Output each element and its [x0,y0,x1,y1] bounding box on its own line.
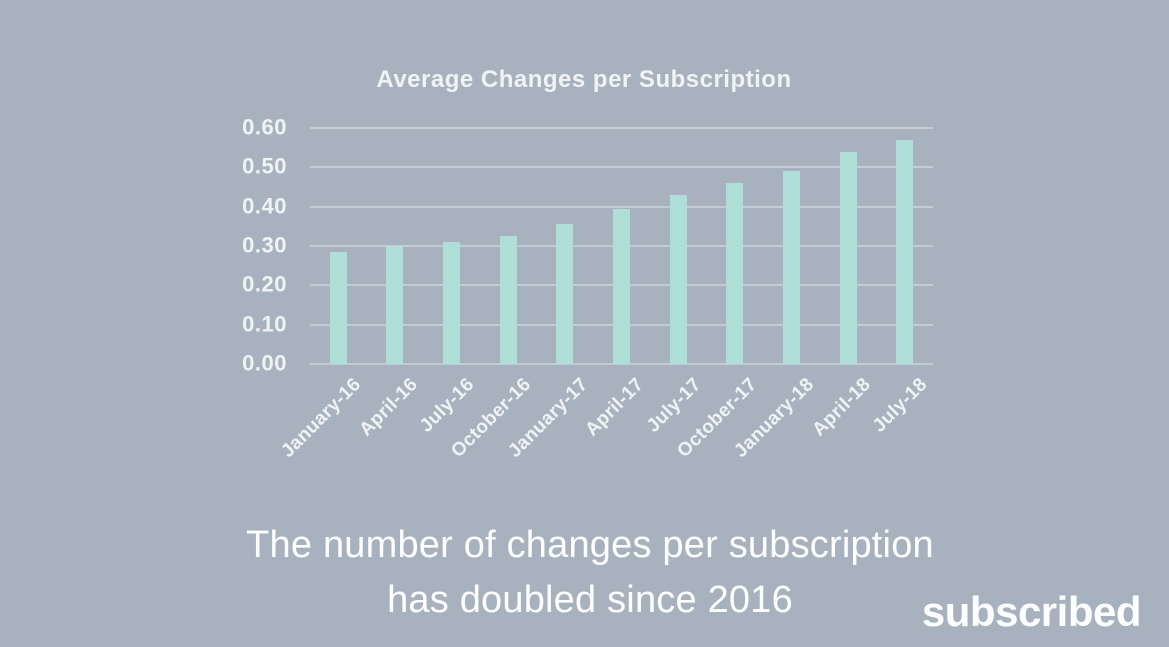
x-tick-label: April-17 [581,374,649,441]
gridline [310,166,933,169]
y-tick-label: 0.30 [242,232,287,258]
bar-slot [706,128,763,364]
bar-slot [763,128,820,364]
y-tick-label: 0.40 [242,193,287,219]
gridline [310,205,933,208]
x-tick-label: April-16 [355,374,422,441]
plot-area [310,127,933,365]
bar-slot [650,128,707,364]
y-tick-label: 0.50 [242,153,287,179]
caption-line-1: The number of changes per subscription [246,524,934,566]
bar-slot [310,128,367,364]
bar-slot [423,128,480,364]
bar-april-18 [839,151,857,364]
y-tick-label: 0.20 [242,271,287,297]
y-axis-labels: 0.60 0.50 0.40 0.30 0.20 0.10 0.00 [200,114,287,375]
bar-slot [593,128,650,364]
bar-slot [820,128,877,364]
bar-january-18 [782,171,800,364]
y-tick-label: 0.60 [242,114,287,140]
bar-july-18 [896,139,914,364]
bar-january-16 [329,251,347,364]
bar-october-16 [499,236,517,364]
y-tick-label: 0.00 [242,350,287,376]
y-tick-label: 0.10 [242,311,287,337]
bar-slot [876,128,933,364]
caption: The number of changes per subscription h… [0,518,1169,628]
bar-slot [367,128,424,364]
bar-july-16 [443,242,461,364]
gridline [310,127,933,129]
bar-april-17 [613,208,631,364]
bar-slot [480,128,537,364]
x-tick-label: January-16 [277,374,366,462]
x-tick-label: July-18 [868,374,932,437]
subscribed-logo: subscribed [921,588,1142,635]
caption-line-2: has doubled since 2016 [387,579,793,621]
bar-series [310,128,933,364]
gridline [310,363,933,365]
bar-slot [537,128,594,364]
bar-january-17 [556,224,574,364]
chart-title: Average Changes per Subscription [376,66,792,93]
bar-october-17 [726,183,744,364]
x-tick-label: April-18 [808,374,875,441]
bar-july-17 [669,194,687,364]
x-axis-labels: January-16 April-16 July-16 October-16 Janua… [277,366,933,501]
bar-april-16 [386,246,404,364]
